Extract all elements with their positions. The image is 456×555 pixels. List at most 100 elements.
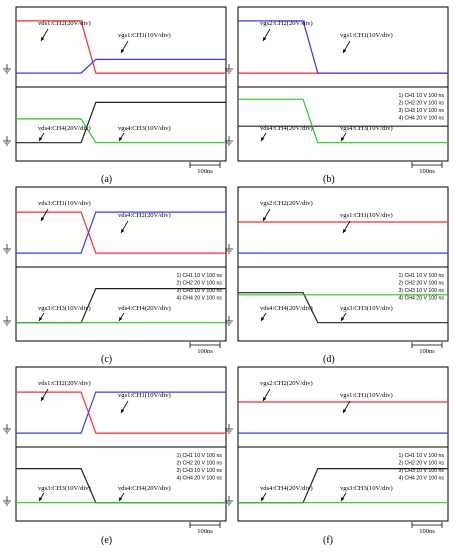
panel-c-top-arrow-2-head bbox=[121, 229, 125, 233]
panel-e-bottom-annotation-2: vds4:CH4(20V/div) bbox=[118, 485, 171, 492]
panel-e-ground-top-icon bbox=[3, 424, 11, 434]
panel-label-b: (b) bbox=[323, 174, 335, 185]
panel-e-top-arrow-2-head bbox=[121, 409, 125, 413]
panel-a-ground-top-icon bbox=[3, 64, 11, 74]
panel-b-top-arrow-2-head bbox=[343, 49, 347, 53]
panel-d-bottom-annotation-1: vds4:CH4(20V/div) bbox=[260, 305, 313, 312]
panel-d-frame bbox=[237, 186, 449, 342]
panel-b-top-annotation-2: vgs1:CH1(10V/div) bbox=[340, 32, 393, 39]
panel-c-bottom-arrow-2-head bbox=[119, 317, 123, 321]
panel-b-ground-bottom-icon bbox=[225, 136, 233, 146]
panel-d-top-arrow-1-head bbox=[263, 217, 267, 221]
panel-f-bottom-annotation-2: vgs3:CH3(10V/div) bbox=[340, 485, 393, 492]
panel-f-ground-bottom-icon bbox=[225, 496, 233, 506]
panel-f-ground-top-icon bbox=[225, 424, 233, 434]
panel-e-top-annotation-2: vgs1:CH1(10V/div) bbox=[118, 392, 171, 399]
panel-d-setting-4: 4) CH4 20 V 100 ns bbox=[398, 296, 444, 302]
panel-c-bottom-annotation-2: vds4:CH4(20V/div) bbox=[118, 305, 171, 312]
panel-e-bottom-arrow-1-head bbox=[39, 497, 43, 501]
panel-b-bottom-arrow-2-head bbox=[341, 137, 345, 141]
panel-d-ground-top-icon bbox=[225, 244, 233, 254]
panel-b-setting-3: 3) CH3 10 V 100 ns bbox=[398, 108, 444, 114]
panel-label-e: (e) bbox=[101, 535, 113, 546]
panel-f-top-annotation-2: vgs1:CH1(10V/div) bbox=[340, 392, 393, 399]
panel-c-trace-ch1 bbox=[16, 211, 226, 254]
panel-d-setting-2: 2) CH2 20 V 100 ns bbox=[398, 281, 444, 287]
panel-d-bottom-arrow-2-head bbox=[341, 317, 345, 321]
panel-c-top-arrow-1-head bbox=[41, 217, 45, 221]
panel-f-setting-4: 4) CH4 20 V 100 ns bbox=[398, 476, 444, 482]
panel-c-setting-2: 2) CH2 20 V 100 ns bbox=[176, 281, 222, 287]
panel-c-ground-top-icon bbox=[3, 244, 11, 254]
panel-f-bottom-arrow-2-head bbox=[341, 497, 345, 501]
panel-d-setting-3: 3) CH3 10 V 100 ns bbox=[398, 288, 444, 294]
panel-f-timebase-label: 100ns bbox=[419, 528, 435, 535]
panel-a-trace-ch4 bbox=[16, 101, 226, 144]
panel-f-setting-3: 3) CH3 10 V 100 ns bbox=[398, 468, 444, 474]
panel-d-setting-1: 1) CH1 10 V 100 ns bbox=[398, 273, 444, 279]
panel-c-timebase-label: 100ns bbox=[197, 348, 213, 355]
panel-c-ground-bottom-icon bbox=[3, 316, 11, 326]
panel-a-frame bbox=[15, 6, 227, 162]
panel-f-bottom-arrow-1-head bbox=[261, 497, 265, 501]
panel-e-top-arrow-1-head bbox=[41, 397, 45, 401]
panel-b-bottom-annotation-2: vgs4:CH3(10V/div) bbox=[340, 125, 393, 132]
panel-e-trace-ch1 bbox=[16, 391, 226, 434]
panel-f-setting-1: 1) CH1 10 V 100 ns bbox=[398, 453, 444, 459]
panel-a-top-arrow-2-head bbox=[121, 49, 125, 53]
panel-b-top-annotation-1: vgs2:CH2(20V/div) bbox=[260, 20, 313, 27]
panel-b-setting-2: 2) CH2 20 V 100 ns bbox=[398, 101, 444, 107]
panel-a-trace-ch1 bbox=[16, 58, 226, 74]
panel-b-timebase-label: 100ns bbox=[419, 168, 435, 175]
panel-e-setting-4: 4) CH4 20 V 100 ns bbox=[176, 476, 222, 482]
panel-a-trace-ch2 bbox=[16, 20, 226, 74]
panel-c-setting-1: 1) CH1 10 V 100 ns bbox=[176, 273, 222, 279]
panel-c-setting-4: 4) CH4 20 V 100 ns bbox=[176, 296, 222, 302]
panel-a-top-annotation-1: vds1:CH2(20V/div) bbox=[38, 20, 91, 27]
panel-a-bottom-arrow-1-head bbox=[39, 137, 43, 141]
panel-e-bottom-annotation-1: vgs3:CH3(10V/div) bbox=[38, 485, 91, 492]
panel-a-top-annotation-2: vgs1:CH1(10V/div) bbox=[118, 32, 171, 39]
panel-f-setting-2: 2) CH2 20 V 100 ns bbox=[398, 461, 444, 467]
panel-c-top-annotation-1: vds3:CH1(10V/div) bbox=[38, 200, 91, 207]
panel-b-ground-top-icon bbox=[225, 64, 233, 74]
panel-d-bottom-arrow-1-head bbox=[261, 317, 265, 321]
panel-b-frame bbox=[237, 6, 449, 162]
panel-d-ground-bottom-icon bbox=[225, 316, 233, 326]
panel-a-bottom-annotation-2: vgs4:CH3(10V/div) bbox=[118, 125, 171, 132]
panel-b-setting-4: 4) CH4 20 V 100 ns bbox=[398, 116, 444, 122]
panel-d-bottom-annotation-2: vgs3:CH3(10V/div) bbox=[340, 305, 393, 312]
panel-c-bottom-arrow-1-head bbox=[39, 317, 43, 321]
panel-b-bottom-arrow-1-head bbox=[261, 137, 265, 141]
panel-c-top-annotation-2: vds4:CH2(20V/div) bbox=[118, 212, 171, 219]
panel-b-trace-ch3 bbox=[238, 98, 448, 144]
panel-f-top-arrow-1-head bbox=[263, 397, 267, 401]
panel-b-trace-ch1 bbox=[238, 20, 448, 74]
panel-e-setting-2: 2) CH2 20 V 100 ns bbox=[176, 461, 222, 467]
panel-b-bottom-annotation-1: vds4:CH4(20V/div) bbox=[260, 125, 313, 132]
panel-a-top-arrow-1-head bbox=[41, 37, 45, 41]
panel-e-setting-1: 1) CH1 10 V 100 ns bbox=[176, 453, 222, 459]
panel-e-bottom-arrow-2-head bbox=[119, 497, 123, 501]
panel-a-trace-ch3 bbox=[16, 118, 226, 144]
panel-c-setting-3: 3) CH3 10 V 100 ns bbox=[176, 288, 222, 294]
panel-a-bottom-annotation-1: vds4:CH4(20V/div) bbox=[38, 125, 91, 132]
panel-d-timebase-label: 100ns bbox=[419, 348, 435, 355]
panel-label-c: (c) bbox=[101, 354, 113, 365]
panel-f-bottom-annotation-1: vds4:CH4(20V/div) bbox=[260, 485, 313, 492]
panel-d-top-annotation-1: vgs2:CH2(20V/div) bbox=[260, 200, 313, 207]
panel-d-top-annotation-2: vgs1:CH1(10V/div) bbox=[340, 212, 393, 219]
panel-a-ground-bottom-icon bbox=[3, 136, 11, 146]
panel-f-top-annotation-1: vgs2:CH2(20V/div) bbox=[260, 380, 313, 387]
panel-label-a: (a) bbox=[101, 174, 113, 185]
panel-label-f: (f) bbox=[323, 535, 333, 546]
panel-d-top-arrow-2-head bbox=[343, 229, 347, 233]
panel-b-setting-1: 1) CH1 10 V 100 ns bbox=[398, 93, 444, 99]
panel-d-trace-ch4 bbox=[238, 292, 448, 324]
panel-e-ground-bottom-icon bbox=[3, 496, 11, 506]
panel-e-top-annotation-1: vds1:CH2(20V/div) bbox=[38, 380, 91, 387]
panel-b-top-arrow-1-head bbox=[263, 37, 267, 41]
panel-a-bottom-arrow-2-head bbox=[119, 137, 123, 141]
